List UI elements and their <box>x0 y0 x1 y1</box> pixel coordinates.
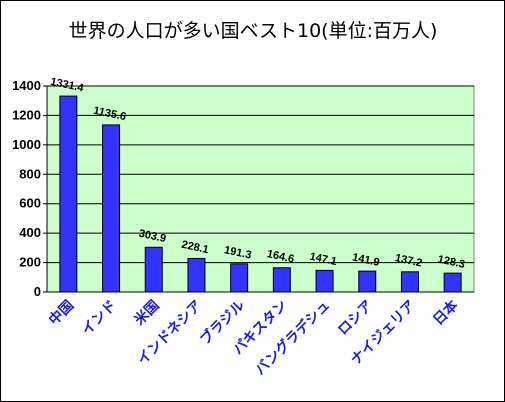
bar <box>272 267 291 293</box>
y-tick-label: 1000 <box>12 137 41 152</box>
data-label: 164.6 <box>266 248 295 265</box>
data-label: 137.2 <box>394 252 423 269</box>
chart-title: 世界の人口が多い国ベスト10(単位:百万人) <box>69 20 438 42</box>
y-tick-label: 600 <box>19 196 41 211</box>
bars <box>59 95 462 293</box>
data-label: 128.3 <box>437 253 466 270</box>
data-label: 191.3 <box>223 244 252 261</box>
x-category-label: ロシア <box>335 298 376 339</box>
bar <box>358 270 377 293</box>
y-tick-label: 400 <box>19 225 41 240</box>
bar <box>443 272 462 293</box>
x-category-label: 中国 <box>45 297 77 329</box>
y-tick-label: 1200 <box>12 107 41 122</box>
bar <box>315 269 334 293</box>
y-tick-label: 0 <box>34 284 41 299</box>
bar <box>230 263 249 293</box>
y-tick-label: 800 <box>19 166 41 181</box>
x-category-label: 米国 <box>131 297 163 329</box>
data-label: 147.1 <box>308 251 337 268</box>
data-label: 228.1 <box>180 239 209 256</box>
bar <box>59 95 78 293</box>
bar <box>144 246 163 293</box>
x-category-label: インド <box>79 298 120 339</box>
data-label: 303.9 <box>138 228 167 245</box>
x-category-label: バングラデシュ <box>252 297 334 379</box>
bar <box>102 124 121 293</box>
y-axis-tick-labels: 0 200 400 600 800 1000 1200 1400 <box>12 78 41 299</box>
data-label: 141.9 <box>351 251 380 268</box>
y-tick-label: 200 <box>19 255 41 270</box>
x-category-label: 日本 <box>430 296 463 329</box>
y-tick-label: 1400 <box>12 78 41 93</box>
bar <box>187 257 206 293</box>
bar <box>400 271 419 293</box>
